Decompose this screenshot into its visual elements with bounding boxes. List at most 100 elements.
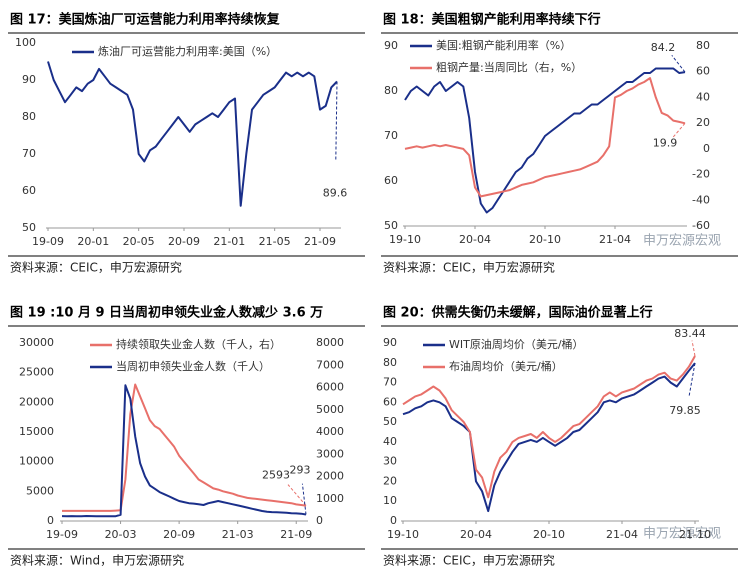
legend-label: 美国:粗钢产能利用率（%）: [436, 38, 571, 52]
y-tick-label: 70: [22, 147, 36, 160]
y-tick-label: 60: [383, 395, 397, 408]
annotation-leader: [671, 54, 686, 73]
legend-label: 持续领取失业金人数（千人，右）: [116, 337, 281, 351]
annotation: 83.44: [674, 327, 706, 340]
y-tick-label: 60: [22, 184, 36, 197]
x-tick-label: 21-04: [606, 528, 638, 541]
legend-label: WIT原油周均价（美元/桶）: [449, 337, 584, 351]
x-tick-label: 21-10: [679, 528, 711, 541]
y-tick-label: 20: [383, 474, 397, 487]
annotation-leader: [691, 340, 696, 357]
y-tick-label: 100: [15, 36, 36, 49]
annotation: 19.9: [653, 136, 678, 149]
y-tick-label: 15000: [19, 425, 54, 438]
series-line: [61, 384, 307, 518]
watermark: 申万宏源宏观: [643, 234, 721, 249]
annotation-leader: [335, 81, 338, 160]
x-tick-label: 19-09: [32, 235, 64, 248]
x-tick-label: 20-09: [163, 528, 195, 541]
y-tick-label: 90: [383, 336, 397, 349]
y2-tick-label: -40: [692, 193, 710, 206]
source: 资料来源：CEIC，申万宏源研究: [383, 260, 555, 275]
y-tick-label: 30: [383, 455, 397, 468]
y2-tick-label: 4000: [316, 425, 344, 438]
panel-title: 图 17：美国炼油厂可运营能力利用率持续恢复: [10, 12, 281, 28]
series-line: [47, 61, 338, 207]
y2-tick-label: 1000: [316, 492, 344, 505]
series-line: [404, 67, 686, 214]
y-tick-label: 25000: [19, 366, 54, 379]
y-tick-label: 50: [22, 221, 36, 234]
x-tick-label: 19-09: [46, 528, 78, 541]
x-tick-label: 21-04: [599, 233, 631, 246]
y2-tick-label: 0: [316, 514, 323, 527]
x-tick-label: 21-03: [222, 528, 254, 541]
y-tick-label: 0: [47, 514, 54, 527]
y-tick-label: 40: [383, 435, 397, 448]
x-tick-label: 20-01: [77, 235, 109, 248]
y2-tick-label: -60: [692, 219, 710, 232]
legend-label: 当周初申领失业金人数（千人）: [116, 359, 270, 373]
x-tick-label: 19-10: [387, 528, 419, 541]
y-tick-label: 5000: [26, 484, 54, 497]
annotation-leader: [301, 483, 307, 515]
legend-label: 粗钢产量:当周同比（右，%）: [436, 60, 582, 74]
x-tick-label: 21-01: [213, 235, 245, 248]
source: 资料来源：Wind，申万宏源研究: [10, 553, 184, 568]
y-tick-label: 80: [22, 110, 36, 123]
series-line: [62, 383, 307, 512]
panel-title: 图 18：美国粗钢产能利用率持续下行: [383, 12, 601, 28]
y2-tick-label: 5000: [316, 403, 344, 416]
x-tick-label: 20-10: [529, 233, 561, 246]
source: 资料来源：CEIC，申万宏源研究: [383, 553, 555, 568]
y-tick-label: 80: [383, 356, 397, 369]
y2-tick-label: 3000: [316, 447, 344, 460]
y2-tick-label: 40: [696, 90, 710, 103]
y-tick-label: 20000: [19, 395, 54, 408]
panel-title: 图 20：供需失衡仍未缓解，国际油价显著上行: [383, 305, 653, 321]
x-tick-label: 20-09: [168, 235, 200, 248]
y-tick-label: 10: [383, 494, 397, 507]
y-tick-label: 90: [22, 73, 36, 86]
legend-label: 布油周均价（美元/桶）: [449, 359, 563, 373]
y-tick-label: 60: [384, 174, 398, 187]
annotation: 89.6: [323, 186, 348, 199]
y2-tick-label: 20: [696, 116, 710, 129]
series-line: [402, 355, 696, 499]
y-tick-label: 0: [390, 514, 397, 527]
series-line: [402, 362, 696, 513]
y2-tick-label: 8000: [316, 336, 344, 349]
annotation: 84.2: [651, 41, 676, 54]
x-tick-label: 19-10: [389, 233, 421, 246]
series-line: [404, 77, 686, 198]
legend-label: 炼油厂可运营能力利用率:美国（%）: [98, 44, 277, 58]
y-tick-label: 30000: [19, 336, 54, 349]
x-tick-label: 20-03: [105, 528, 137, 541]
panel-title: 图 19 :10 月 9 日当周初申领失业金人数减少 3.6 万: [10, 305, 323, 321]
y-tick-label: 50: [383, 415, 397, 428]
annotation: 79.85: [669, 404, 701, 417]
y2-tick-label: 80: [696, 39, 710, 52]
y-tick-label: 50: [384, 219, 398, 232]
y2-tick-label: 0: [703, 142, 710, 155]
x-tick-label: 21-09: [280, 528, 312, 541]
x-tick-label: 20-05: [123, 235, 155, 248]
source: 资料来源：CEIC，申万宏源研究: [10, 260, 182, 275]
x-tick-label: 20-10: [533, 528, 565, 541]
y-tick-label: 10000: [19, 455, 54, 468]
y2-tick-label: -20: [692, 168, 710, 181]
x-tick-label: 20-04: [459, 233, 491, 246]
annotation-leader: [688, 362, 696, 397]
x-tick-label: 21-09: [304, 235, 336, 248]
x-tick-label: 20-04: [460, 528, 492, 541]
y-tick-label: 80: [384, 84, 398, 97]
y2-tick-label: 6000: [316, 381, 344, 394]
y2-tick-label: 60: [696, 65, 710, 78]
annotation: 293: [290, 463, 311, 476]
annotation-leader: [672, 122, 686, 138]
y-tick-label: 90: [384, 39, 398, 52]
annotation: 2593: [262, 469, 290, 482]
y-tick-label: 70: [383, 376, 397, 389]
watermark: 申万宏源宏观: [643, 527, 721, 542]
